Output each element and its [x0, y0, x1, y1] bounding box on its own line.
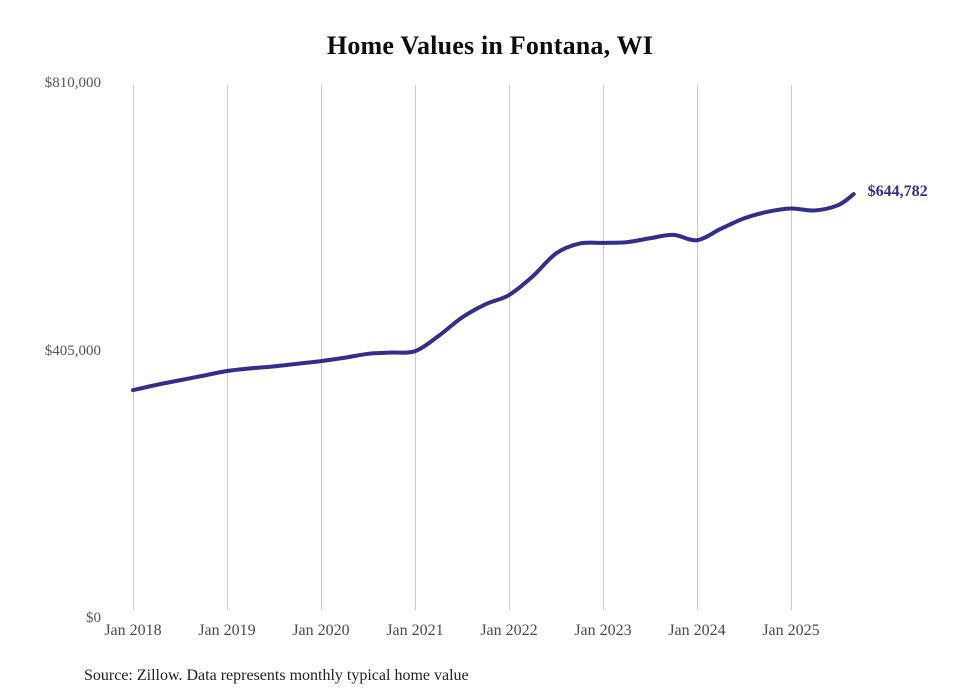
x-tick-label: Jan 2022 [480, 622, 538, 639]
gridline-jan-2019 [227, 85, 228, 610]
x-tick-label: Jan 2021 [386, 622, 444, 639]
y-tick-label: $810,000 [44, 75, 101, 91]
x-tick-label: Jan 2025 [762, 622, 820, 639]
home-value-line [131, 192, 856, 393]
gridline-jan-2022 [509, 85, 510, 610]
x-tick-label: Jan 2020 [292, 622, 350, 639]
end-value-annotation: $644,782 [867, 183, 928, 201]
source-note: Source: Zillow. Data represents monthly … [84, 667, 469, 684]
x-tick-label: Jan 2019 [198, 622, 256, 639]
x-tick-label: Jan 2018 [104, 622, 162, 639]
gridline-jan-2021 [415, 85, 416, 610]
gridline-jan-2020 [321, 85, 322, 610]
x-tick-label: Jan 2023 [574, 622, 632, 639]
y-tick-label: $0 [86, 610, 101, 626]
gridline-jan-2023 [603, 85, 604, 610]
chart-title: Home Values in Fontana, WI [326, 31, 654, 60]
y-tick-label: $405,000 [44, 342, 101, 359]
x-tick-label: Jan 2024 [668, 622, 726, 639]
gridline-jan-2025 [791, 85, 792, 610]
gridline-jan-2018 [133, 85, 134, 610]
gridline-jan-2024 [697, 85, 698, 610]
